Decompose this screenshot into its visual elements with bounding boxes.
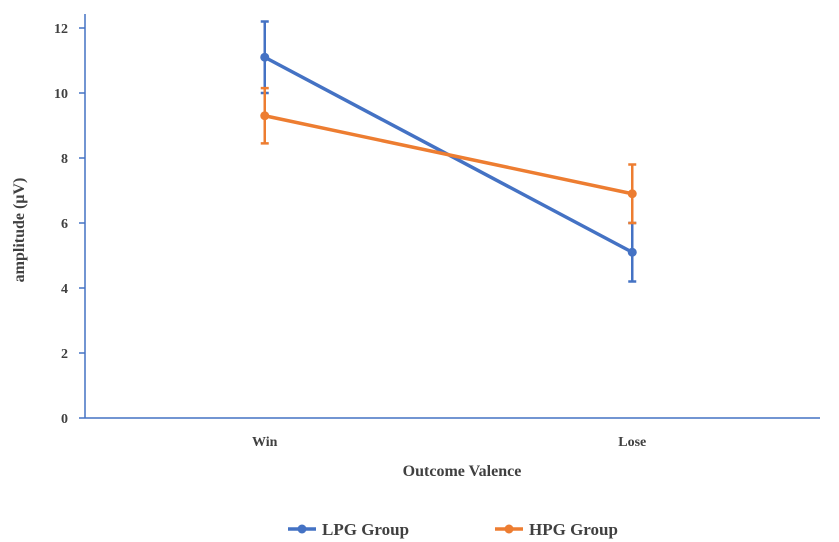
- data-point: [627, 247, 637, 257]
- y-tick-label: 0: [61, 412, 68, 427]
- series-layer: [260, 20, 637, 283]
- legend: LPG Group HPG Group: [288, 520, 618, 539]
- series-hpg-group: [260, 86, 637, 225]
- legend-swatch-marker: [504, 524, 514, 534]
- data-point: [260, 52, 270, 62]
- data-point: [260, 111, 270, 121]
- x-axis-title: Outcome Valence: [403, 463, 522, 480]
- legend-label: LPG Group: [322, 520, 409, 539]
- x-tick-label: Win: [252, 435, 278, 450]
- legend-swatch-marker: [297, 524, 307, 534]
- legend-label: HPG Group: [529, 520, 618, 539]
- data-point: [627, 189, 637, 199]
- series-lpg-group: [260, 20, 637, 283]
- y-tick-label: 10: [54, 87, 68, 102]
- series-line: [264, 114, 633, 196]
- y-axis-title: amplitude (μV): [11, 178, 28, 283]
- y-tick-label: 4: [61, 282, 68, 297]
- y-tick-label: 2: [61, 347, 68, 362]
- x-tick-label: Lose: [618, 435, 646, 450]
- x-axis-ticks: Win Lose: [252, 435, 646, 450]
- y-tick-label: 6: [61, 217, 68, 232]
- y-tick-label: 8: [61, 152, 68, 167]
- y-tick-label: 12: [54, 22, 68, 37]
- y-axis-ticks: 0 2 4 6 8 10 12: [54, 22, 85, 427]
